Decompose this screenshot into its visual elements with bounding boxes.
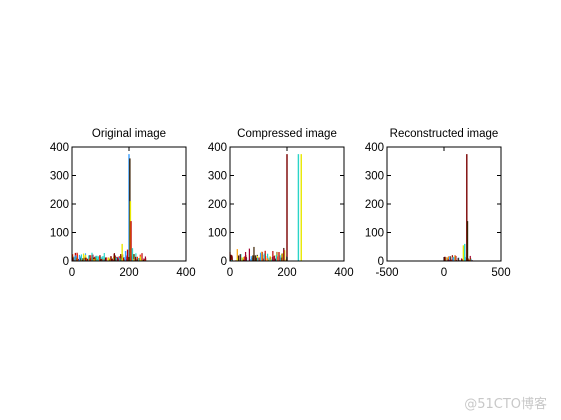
chart-2: Compressed image 0 200 400 0 100 200 300 400 bbox=[208, 128, 354, 279]
axes-box bbox=[386, 146, 502, 262]
y-tick-label: 400 bbox=[365, 142, 384, 154]
x-tick-label: 200 bbox=[119, 267, 138, 279]
y-tick-label: 0 bbox=[63, 256, 69, 268]
x-tick-label: 0 bbox=[69, 267, 75, 279]
y-tick-label: 300 bbox=[208, 171, 227, 183]
y-tick-label: 300 bbox=[50, 171, 69, 183]
y-tick-label: 400 bbox=[50, 142, 69, 154]
y-tick-label: 100 bbox=[208, 228, 227, 240]
x-tick-label: 0 bbox=[441, 267, 447, 279]
y-tick-label: 400 bbox=[208, 142, 227, 154]
y-tick-label: 300 bbox=[365, 171, 384, 183]
watermark: @51CTO博客 bbox=[464, 397, 547, 412]
y-tick-label: 100 bbox=[365, 228, 384, 240]
y-tick-label: 200 bbox=[208, 199, 227, 211]
y-tick-label: 200 bbox=[50, 199, 69, 211]
y-tick-label: 100 bbox=[50, 228, 69, 240]
chart-title: Reconstructed image bbox=[390, 128, 499, 140]
x-tick-label: -500 bbox=[375, 267, 398, 279]
y-tick-label: 0 bbox=[221, 256, 227, 268]
x-tick-label: 400 bbox=[334, 267, 353, 279]
chart-title: Original image bbox=[92, 128, 166, 140]
chart-1: Original image 0 200 400 0 100 200 300 400 bbox=[50, 128, 196, 279]
x-tick-label: 400 bbox=[176, 267, 195, 279]
x-tick-label: 200 bbox=[277, 267, 296, 279]
x-tick-label: 0 bbox=[227, 267, 233, 279]
y-tick-label: 0 bbox=[378, 256, 384, 268]
x-tick-label: 500 bbox=[491, 267, 510, 279]
y-tick-label: 200 bbox=[365, 199, 384, 211]
chart-title: Compressed image bbox=[237, 128, 337, 140]
